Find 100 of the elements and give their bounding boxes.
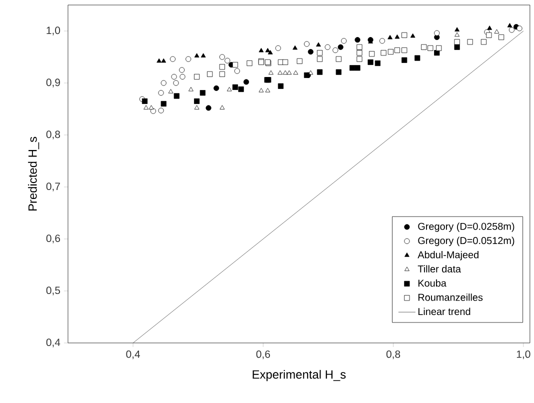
point xyxy=(336,56,342,62)
point xyxy=(434,50,440,56)
point xyxy=(296,58,302,64)
point xyxy=(436,45,442,51)
point xyxy=(268,70,274,75)
y-tick-label: 1,0 xyxy=(46,26,60,36)
point xyxy=(148,105,154,110)
point xyxy=(200,90,206,96)
point xyxy=(292,45,298,50)
point xyxy=(232,84,238,90)
point xyxy=(494,29,500,34)
point xyxy=(454,44,460,50)
point xyxy=(226,86,232,92)
y-tick-label: 0,4 xyxy=(46,338,60,348)
point xyxy=(278,83,284,89)
point xyxy=(282,59,288,66)
point xyxy=(454,32,460,37)
point xyxy=(356,44,362,50)
point xyxy=(388,34,392,40)
point xyxy=(219,71,225,77)
point xyxy=(316,69,323,75)
point xyxy=(394,47,400,54)
point xyxy=(308,49,314,55)
point xyxy=(278,70,283,75)
x-tick-label: 1,0 xyxy=(516,350,530,360)
point xyxy=(369,51,375,57)
point xyxy=(368,59,374,66)
point xyxy=(486,32,492,38)
point xyxy=(516,26,522,32)
point xyxy=(316,56,323,62)
x-axis-title: Experimental H_s xyxy=(252,370,346,382)
point xyxy=(454,27,460,32)
point xyxy=(161,58,166,63)
point xyxy=(214,85,220,92)
x-tick-label: 0,4 xyxy=(126,350,140,360)
point xyxy=(194,53,200,58)
point xyxy=(144,105,149,110)
legend-label: Abdul-Majeed xyxy=(418,251,478,260)
point xyxy=(402,47,408,54)
point xyxy=(374,60,380,66)
y-tick-label: 0,7 xyxy=(46,182,60,192)
y-axis-title: Predicted H_s xyxy=(28,136,40,211)
point xyxy=(142,98,148,104)
point xyxy=(354,37,360,43)
point xyxy=(356,56,362,62)
point xyxy=(219,64,225,70)
point xyxy=(350,65,356,71)
legend-label: Gregory (D=0.0512m) xyxy=(418,236,514,246)
point xyxy=(207,71,213,77)
point xyxy=(402,57,408,63)
point xyxy=(194,105,200,110)
point xyxy=(265,48,270,52)
point xyxy=(354,65,360,71)
x-tick-label: 0,8 xyxy=(386,350,400,360)
point xyxy=(388,49,394,55)
point xyxy=(194,98,200,104)
point xyxy=(480,39,487,45)
point xyxy=(220,105,225,110)
point xyxy=(293,70,298,75)
point xyxy=(507,23,512,28)
y-tick-label: 0,5 xyxy=(46,286,60,296)
point xyxy=(428,45,434,51)
point xyxy=(454,39,460,45)
point xyxy=(238,86,244,92)
point xyxy=(243,79,250,85)
point xyxy=(336,69,342,75)
point xyxy=(156,58,162,63)
y-tick-label: 0,6 xyxy=(46,234,60,244)
point xyxy=(200,53,206,58)
point xyxy=(410,33,416,38)
point xyxy=(188,86,194,92)
point xyxy=(174,93,180,99)
point xyxy=(487,26,492,30)
point xyxy=(282,70,288,75)
point xyxy=(380,50,386,56)
point xyxy=(394,34,400,39)
point xyxy=(246,60,252,66)
point xyxy=(498,34,504,40)
point xyxy=(356,50,362,56)
point xyxy=(265,88,270,92)
point xyxy=(467,39,473,45)
point xyxy=(316,42,321,47)
point xyxy=(258,88,264,92)
point xyxy=(268,50,273,54)
legend-label: Roumanzeilles xyxy=(418,294,483,301)
legend-label: Tiller data xyxy=(418,265,461,273)
point xyxy=(258,48,264,52)
point xyxy=(206,105,212,111)
y-tick-label: 0,9 xyxy=(46,78,60,88)
point xyxy=(286,70,292,75)
point xyxy=(316,50,323,56)
point xyxy=(160,101,166,107)
legend-label: Gregory (D=0.0258m) xyxy=(418,222,514,232)
legend-label: Kouba xyxy=(418,279,446,287)
point xyxy=(232,62,238,68)
legend-label: Linear trend xyxy=(418,308,470,316)
point xyxy=(338,44,344,50)
point xyxy=(194,74,200,80)
x-tick-label: 0,6 xyxy=(256,350,270,360)
y-tick-label: 0,8 xyxy=(46,130,60,140)
